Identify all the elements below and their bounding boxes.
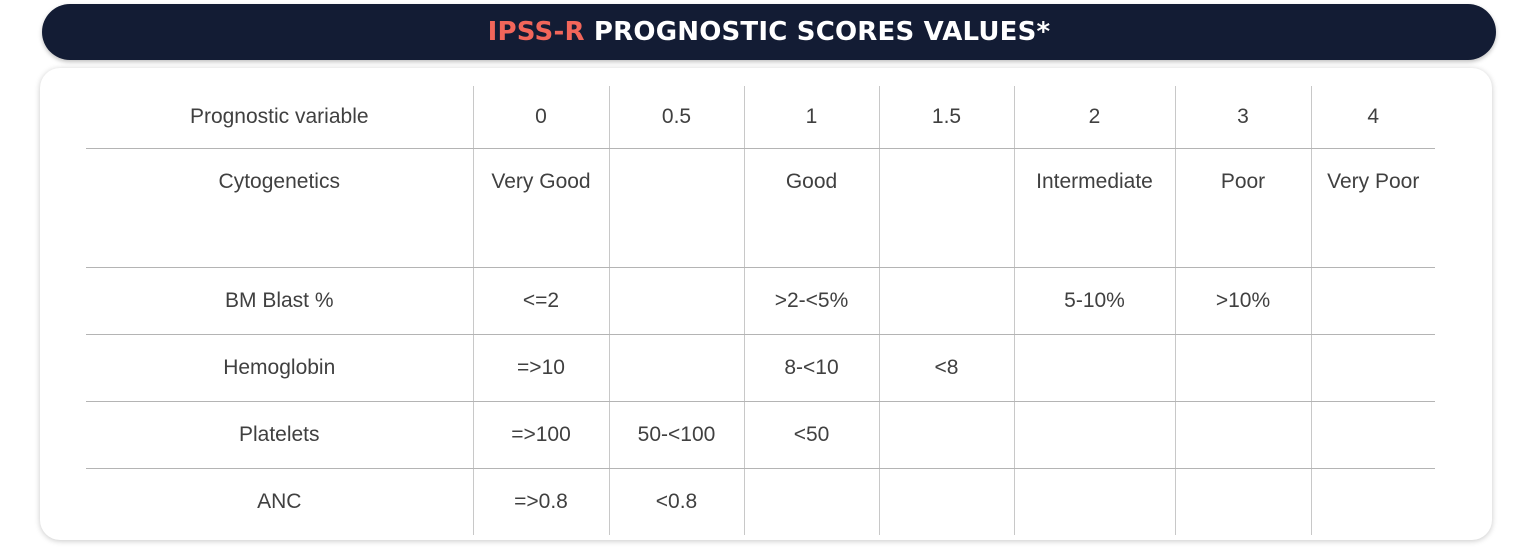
header-cell: 0	[472, 86, 609, 149]
table-cell: Good	[743, 148, 879, 268]
table-cell: =>0.8	[472, 468, 609, 535]
table-cell: <8	[878, 334, 1014, 402]
table-cell: Very Poor	[1310, 148, 1435, 268]
table-cell: 50-<100	[608, 401, 744, 469]
table-cell	[878, 468, 1014, 535]
table-cell	[1310, 267, 1435, 335]
table-cell: 8-<10	[743, 334, 879, 402]
prognostic-scores-table: Prognostic variable 0 0.5 1 1.5 2 3 4 Cy…	[86, 86, 1435, 535]
header-cell: 2	[1013, 86, 1175, 149]
header-cell: Prognostic variable	[86, 86, 473, 149]
header-cell: 1.5	[878, 86, 1014, 149]
header-cell: 1	[743, 86, 879, 149]
table-cell	[1013, 334, 1175, 402]
table-cell	[1310, 334, 1435, 402]
table-cell	[878, 148, 1014, 268]
table-cell	[1013, 401, 1175, 469]
table-cell	[1174, 401, 1311, 469]
table-header-row: Prognostic variable 0 0.5 1 1.5 2 3 4	[86, 86, 1435, 149]
table-cell	[1174, 334, 1311, 402]
table-cell: Poor	[1174, 148, 1311, 268]
header-cell: 3	[1174, 86, 1311, 149]
table-cell	[1310, 401, 1435, 469]
table-cell: Very Good	[472, 148, 609, 268]
table-cell: <=2	[472, 267, 609, 335]
table-cell	[878, 267, 1014, 335]
table-row-cytogenetics: Cytogenetics Very Good Good Intermediate…	[86, 148, 1435, 268]
table-cell: <0.8	[608, 468, 744, 535]
table-cell: 5-10%	[1013, 267, 1175, 335]
row-label: Platelets	[86, 401, 473, 469]
row-label: BM Blast %	[86, 267, 473, 335]
table-row-bm-blast: BM Blast % <=2 >2-<5% 5-10% >10%	[86, 267, 1435, 335]
row-label: Hemoglobin	[86, 334, 473, 402]
table-cell: >10%	[1174, 267, 1311, 335]
table-cell	[743, 468, 879, 535]
table-row-platelets: Platelets =>100 50-<100 <50	[86, 401, 1435, 469]
table-cell	[608, 267, 744, 335]
table-row-anc: ANC =>0.8 <0.8	[86, 468, 1435, 535]
table-cell	[1013, 468, 1175, 535]
table-row-hemoglobin: Hemoglobin =>10 8-<10 <8	[86, 334, 1435, 402]
table-cell	[608, 148, 744, 268]
table-cell: >2-<5%	[743, 267, 879, 335]
row-label: ANC	[257, 490, 302, 513]
page-title: IPSS-R PROGNOSTIC SCORES VALUES*	[488, 17, 1051, 47]
row-label: Cytogenetics	[86, 148, 473, 268]
title-accent: IPSS-R	[487, 17, 585, 47]
table-cell	[608, 334, 744, 402]
table-cell: Intermediate	[1013, 148, 1175, 268]
table-cell: =>10	[472, 334, 609, 402]
table-cell	[1174, 468, 1311, 535]
title-banner: IPSS-R PROGNOSTIC SCORES VALUES*	[42, 4, 1496, 60]
header-cell: 4	[1310, 86, 1435, 149]
table-cell: <50	[743, 401, 879, 469]
table-cell	[878, 401, 1014, 469]
header-cell: 0.5	[608, 86, 744, 149]
table-cell: =>100	[472, 401, 609, 469]
table-cell	[1310, 468, 1435, 535]
title-rest: PROGNOSTIC SCORES VALUES*	[584, 17, 1051, 47]
